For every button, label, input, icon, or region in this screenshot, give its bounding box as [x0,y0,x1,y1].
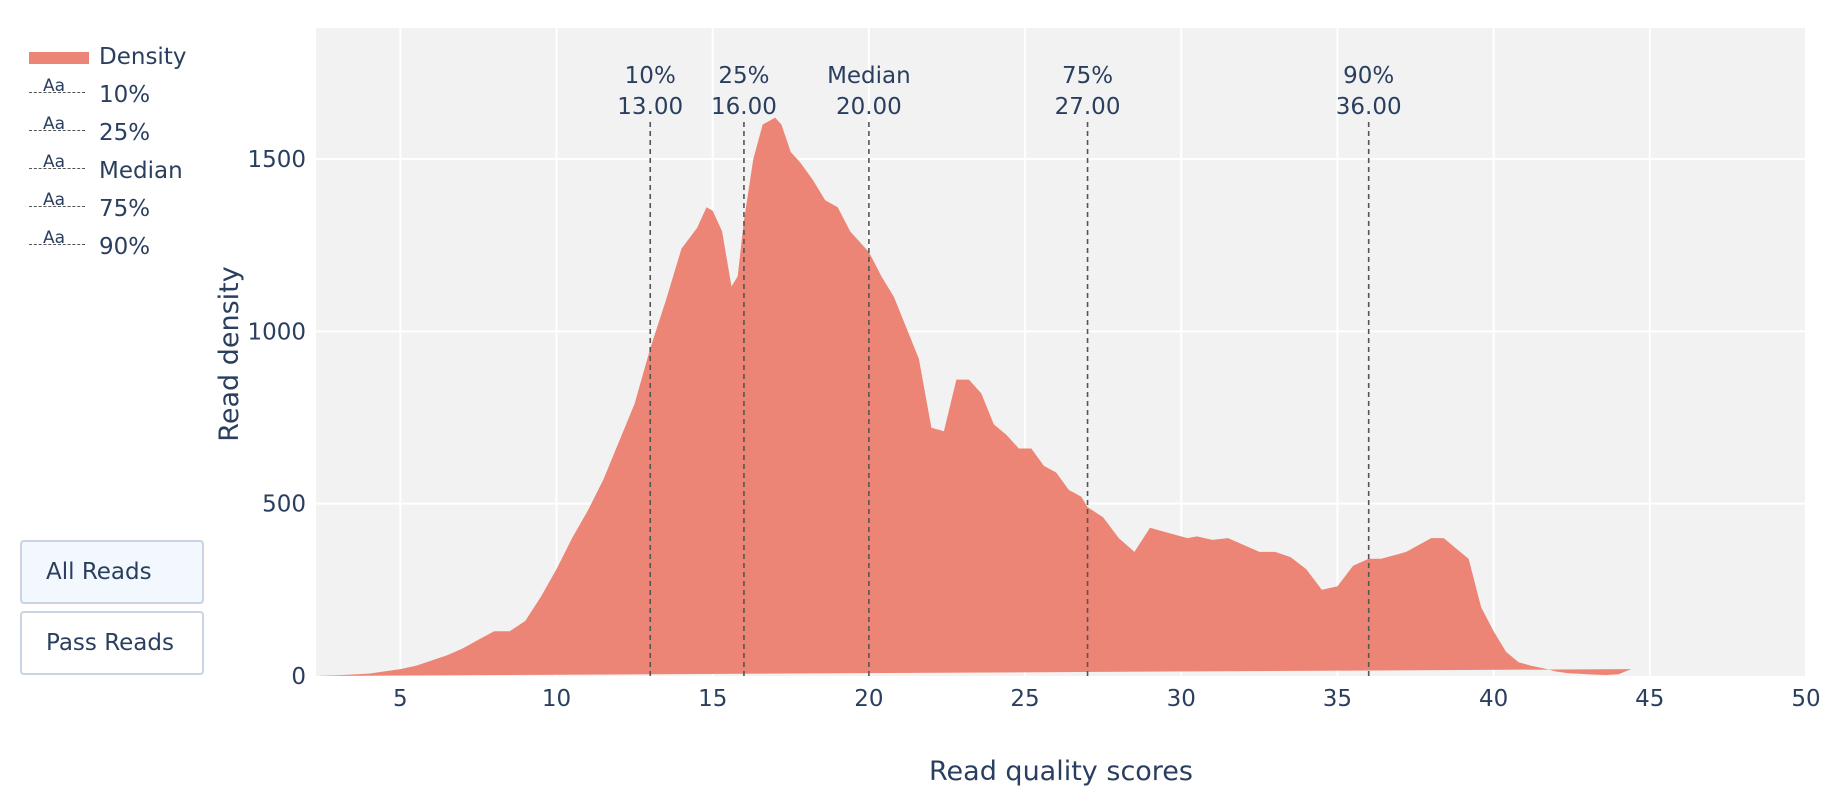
y-tick-label: 1500 [247,147,306,173]
y-tick-label: 1000 [247,319,306,345]
x-tick-label: 30 [1167,686,1196,712]
legend-item-75[interactable]: Aa 75% [27,192,207,230]
x-tick-label: 35 [1323,686,1352,712]
legend-label: 90% [99,234,150,260]
quantile-marker-value: 20.00 [836,94,902,120]
y-tick-label: 500 [262,492,306,518]
legend-label: 10% [99,82,150,108]
x-axis-ticks: 5 10 15 20 25 30 35 40 45 50 [393,686,1821,712]
x-tick-label: 25 [1010,686,1039,712]
density-swatch [29,52,89,64]
legend: Density Aa 10% Aa 25% Aa Median Aa 75% A… [27,40,207,268]
x-axis-title: Read quality scores [929,756,1193,787]
legend-item-median[interactable]: Aa Median [27,154,207,192]
legend-label: 75% [99,196,150,222]
text-glyph-icon: Aa [43,76,65,96]
x-tick-label: 15 [698,686,727,712]
quantile-marker-value: 36.00 [1336,94,1402,120]
text-glyph-icon: Aa [43,152,65,172]
pass-reads-button[interactable]: Pass Reads [20,611,204,675]
x-tick-label: 40 [1479,686,1508,712]
y-axis-ticks: 0 500 1000 1500 [247,147,306,690]
legend-item-density[interactable]: Density [27,40,207,78]
text-glyph-icon: Aa [43,228,65,248]
quantile-marker-label: Median [827,63,911,89]
quantile-marker-value: 16.00 [711,94,777,120]
legend-item-10[interactable]: Aa 10% [27,78,207,116]
all-reads-button[interactable]: All Reads [20,540,204,604]
x-tick-label: 5 [393,686,408,712]
legend-label: Median [99,158,183,184]
x-tick-label: 10 [542,686,571,712]
y-tick-label: 0 [291,664,306,690]
quantile-marker-label: 10% [625,63,676,89]
y-axis-title: Read density [214,266,245,441]
text-glyph-icon: Aa [43,114,65,134]
x-tick-label: 45 [1635,686,1664,712]
legend-label: Density [99,44,186,70]
quantile-marker-value: 13.00 [617,94,683,120]
legend-item-25[interactable]: Aa 25% [27,116,207,154]
text-glyph-icon: Aa [43,190,65,210]
x-tick-label: 20 [854,686,883,712]
quantile-marker-value: 27.00 [1055,94,1121,120]
quantile-marker-label: 25% [718,63,769,89]
legend-item-90[interactable]: Aa 90% [27,230,207,268]
legend-label: 25% [99,120,150,146]
quantile-marker-label: 75% [1062,63,1113,89]
quantile-marker-label: 90% [1343,63,1394,89]
x-tick-label: 50 [1791,686,1820,712]
